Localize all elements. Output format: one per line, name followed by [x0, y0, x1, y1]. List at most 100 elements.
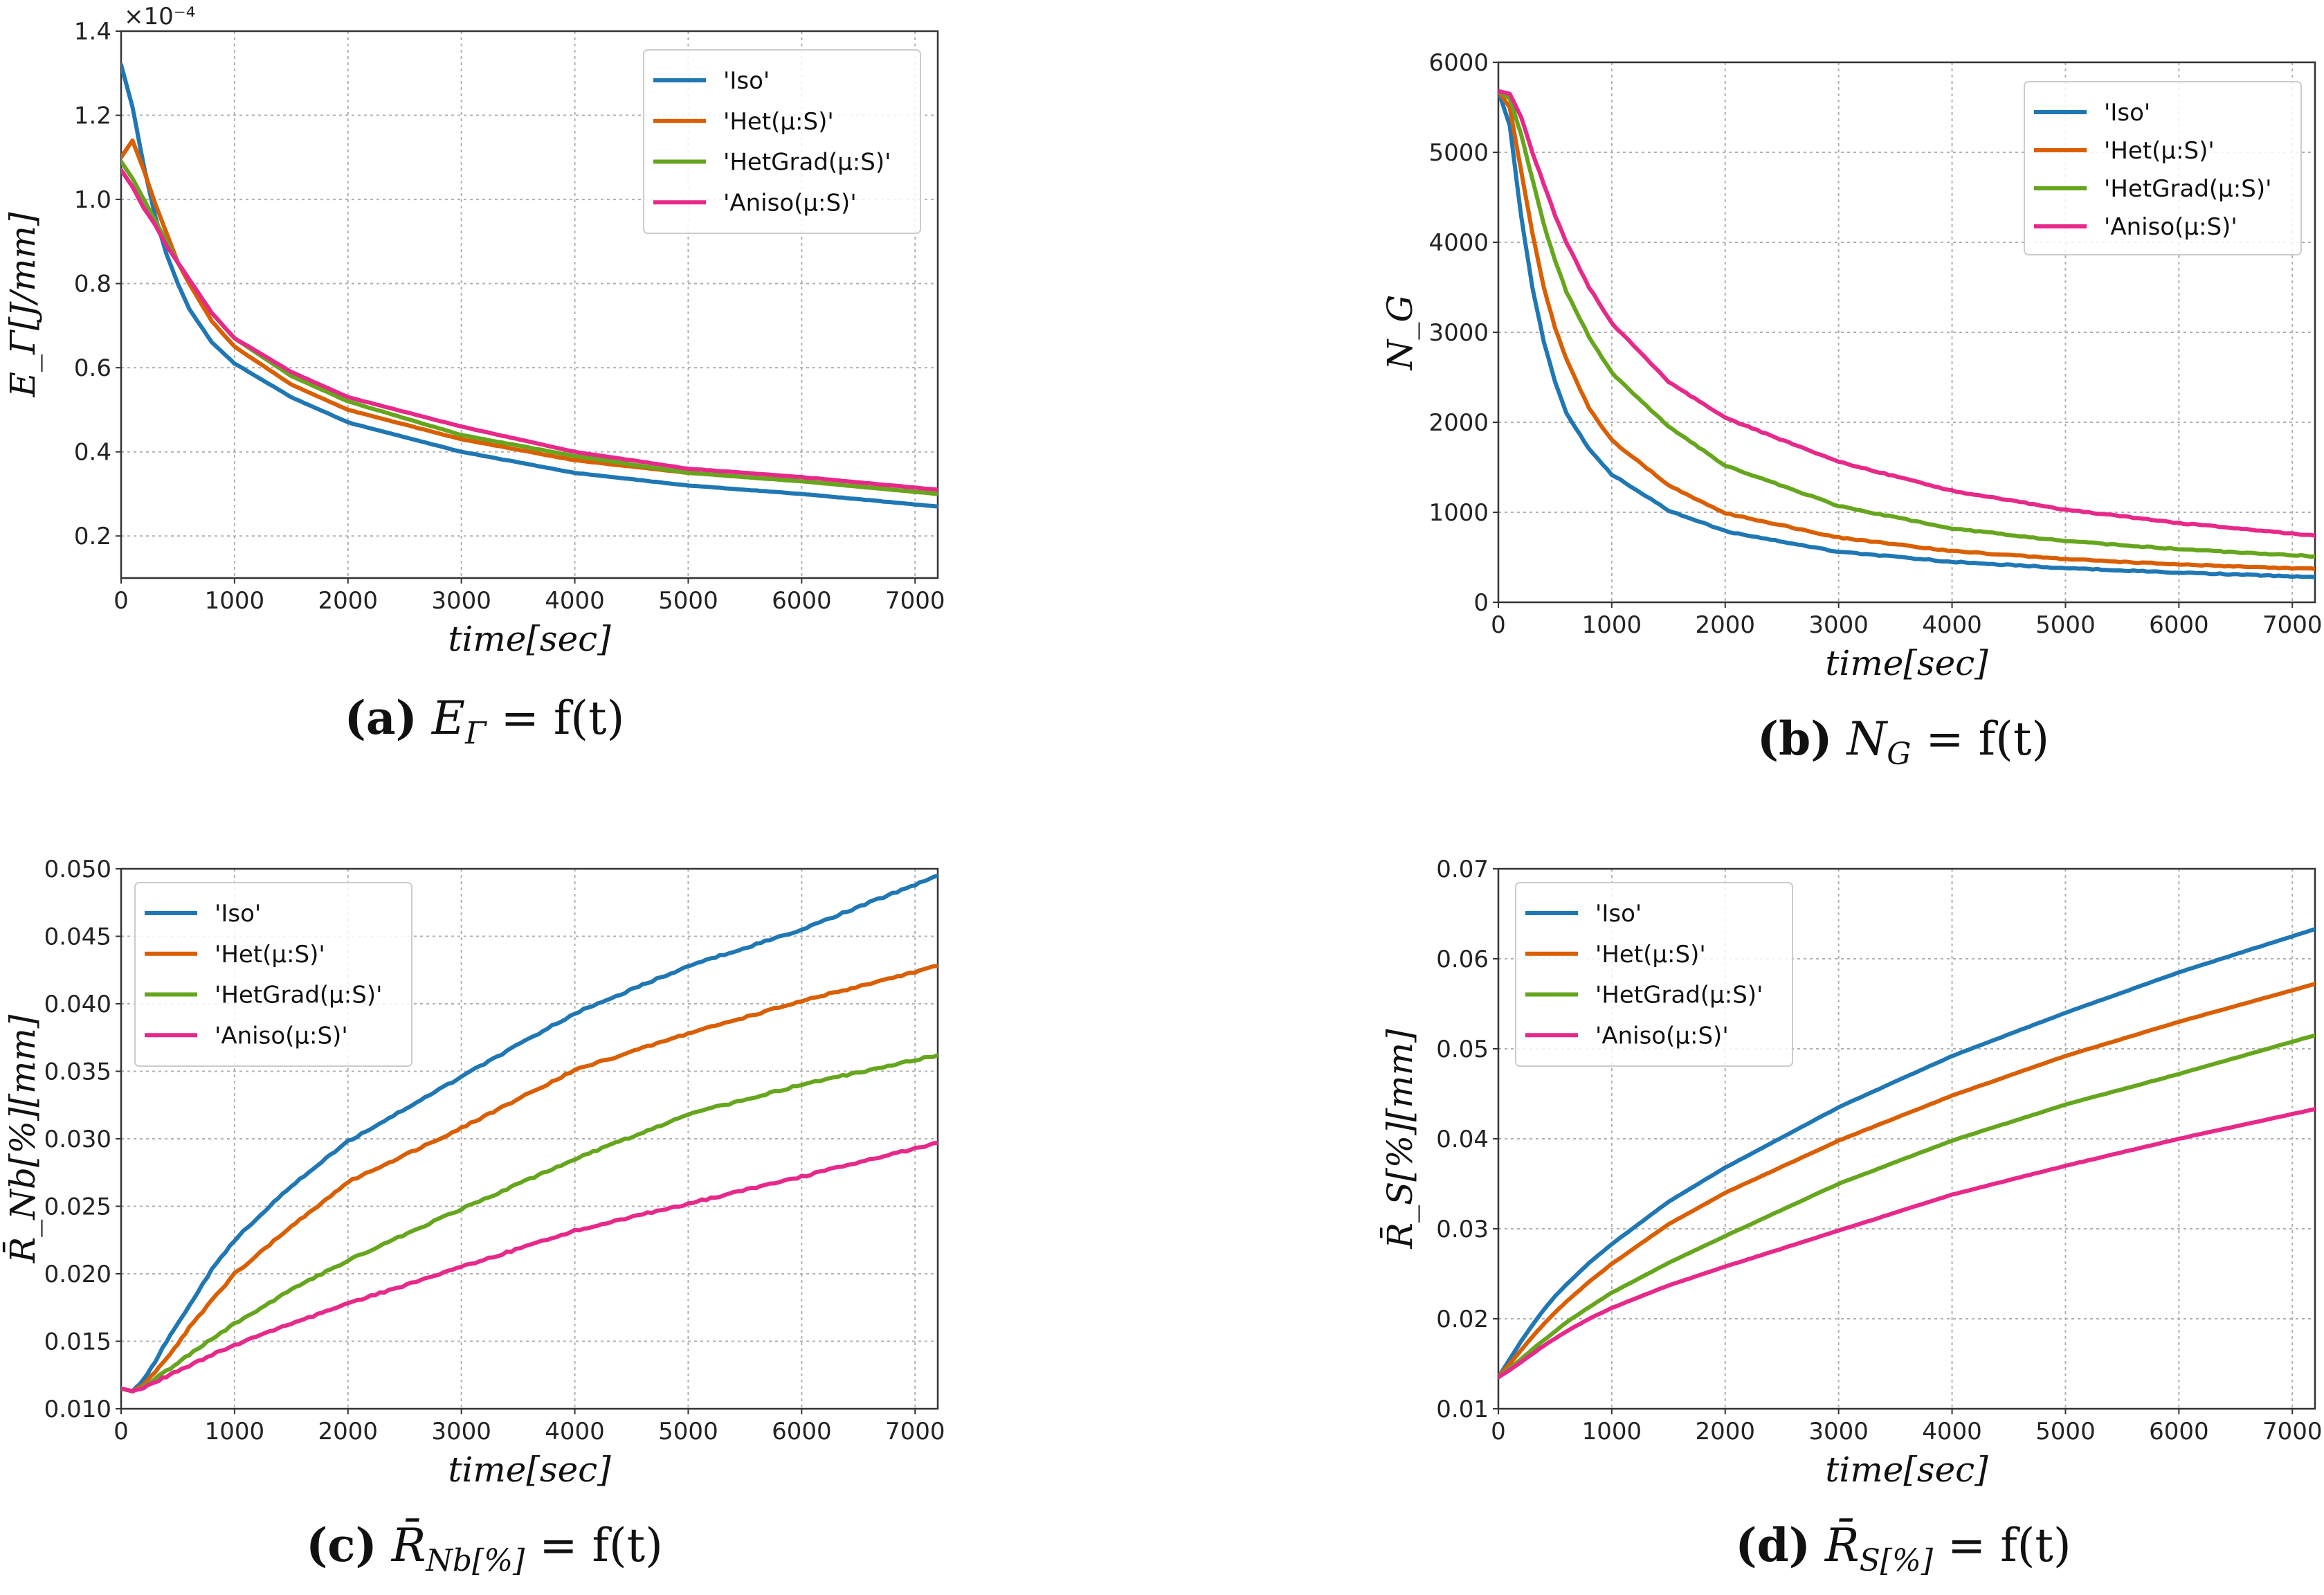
series-group	[1498, 927, 2315, 1380]
legend-label: 'HetGrad(μ:S)'	[723, 149, 891, 177]
x-tick-label: 5000	[2035, 611, 2096, 639]
legend-label: 'HetGrad(μ:S)'	[2104, 175, 2271, 203]
legend: 'Iso' 'Het(μ:S)' 'HetGrad(μ:S)' 'Aniso(μ:S)…	[134, 882, 412, 1067]
x-tick-label: 0	[114, 587, 129, 615]
x-tick-label: 4000	[545, 587, 605, 615]
legend-label: 'Het(μ:S)'	[1595, 941, 1706, 968]
caption-symbol: R̄	[377, 1519, 426, 1572]
legend-label: 'Het(μ:S)'	[2104, 137, 2215, 165]
y-tick-label: 0.040	[44, 991, 111, 1018]
x-tick-label: 6000	[2149, 1418, 2209, 1445]
x-tick-label: 5000	[658, 587, 718, 615]
y-tick-label: 1.4	[74, 18, 111, 46]
x-tick-label: 1000	[205, 587, 265, 615]
x-tick-label: 1000	[205, 1418, 265, 1445]
legend-box	[643, 49, 921, 234]
series-line-4	[1498, 89, 2315, 538]
y-tick-label: 0.010	[44, 1396, 111, 1423]
y-axis-label: R̄_S[%][mm]	[1379, 1029, 1420, 1250]
legend: 'Iso' 'Het(μ:S)' 'HetGrad(μ:S)' 'Aniso(μ:S)…	[1515, 882, 1793, 1067]
chart-b: 0 1000 2000 3000 4000 5000 6000 7000 0 1000 2000 30…	[1380, 49, 2322, 772]
legend-label: 'Aniso(μ:S)'	[215, 1022, 348, 1049]
x-tick-label: 3000	[1808, 611, 1869, 639]
x-tick-label: 4000	[545, 1418, 605, 1445]
y-tick-label: 2000	[1428, 409, 1489, 437]
x-tick-label: 7000	[2262, 1418, 2323, 1445]
y-tick-label: 0.02	[1436, 1306, 1489, 1333]
y-axis-label: E_Γ[J/mm]	[3, 212, 43, 397]
series-line-3	[121, 1053, 938, 1394]
series-line-3	[1498, 1033, 2315, 1380]
caption-label: (a)	[345, 691, 417, 745]
chart-c: 0 1000 2000 3000 4000 5000 6000 7000 0.010 0.015 0…	[2, 856, 945, 1578]
y-tick-label: 0.030	[44, 1126, 111, 1153]
y-tick-label: 0.8	[74, 271, 111, 298]
y-tick-label: 0.07	[1436, 856, 1489, 883]
y-tick-label: 0.04	[1436, 1126, 1489, 1153]
y-tick-label: 0.045	[44, 923, 111, 951]
x-tick-label: 1000	[1582, 611, 1642, 639]
caption-rhs: = f(t)	[487, 692, 625, 745]
x-axis-label: time[sec]	[448, 1450, 611, 1490]
legend-label: 'HetGrad(μ:S)'	[215, 982, 382, 1009]
series-group	[1498, 89, 2315, 579]
legend-box	[134, 882, 412, 1067]
caption-symbol: R̄	[1810, 1519, 1860, 1572]
y-tick-label: 0.035	[44, 1058, 111, 1086]
x-tick-label: 3000	[431, 587, 491, 615]
series-line-2	[1498, 89, 2315, 571]
plot-frame	[120, 30, 939, 579]
x-tick-label: 0	[1491, 1418, 1506, 1445]
x-tick-label: 2000	[318, 1418, 379, 1445]
y-tick-label: 0.6	[74, 354, 111, 382]
caption-label: (c)	[306, 1518, 377, 1572]
legend-label: 'Aniso(μ:S)'	[1595, 1022, 1729, 1049]
chart-d: 0 1000 2000 3000 4000 5000 6000 7000 0.01 0.02 0.0…	[1379, 856, 2323, 1578]
legend: 'Iso' 'Het(μ:S)' 'HetGrad(μ:S)' 'Aniso(μ:S)…	[643, 49, 921, 234]
x-tick-label: 1000	[1582, 1418, 1642, 1445]
caption-rhs: = f(t)	[1933, 1519, 2071, 1572]
axis-offset-text: ×10⁻⁴	[124, 3, 195, 30]
series-line-2	[121, 964, 938, 1394]
legend-label: 'HetGrad(μ:S)'	[1595, 982, 1763, 1009]
series-group	[121, 62, 938, 509]
series-line-1	[121, 873, 938, 1394]
y-tick-label: 0.020	[44, 1261, 111, 1288]
y-tick-label: 0.03	[1436, 1216, 1489, 1243]
legend-label: 'Aniso(μ:S)'	[2104, 213, 2237, 241]
y-tick-label: 1.0	[74, 186, 111, 214]
x-tick-label: 2000	[1696, 611, 1756, 639]
caption-subscript: Nb[%]	[425, 1543, 525, 1578]
legend-box	[2024, 81, 2302, 255]
caption-subscript: S[%]	[1860, 1543, 1934, 1578]
series-line-1	[1498, 927, 2315, 1380]
x-tick-label: 0	[1491, 611, 1506, 639]
series-line-3	[1498, 89, 2315, 559]
caption-subscript: Γ	[464, 716, 487, 751]
caption-label: (d)	[1735, 1518, 1810, 1572]
x-axis-label: time[sec]	[448, 619, 611, 659]
y-tick-label: 0.05	[1436, 1036, 1489, 1063]
caption: (b) NG = f(t)	[1757, 712, 2049, 772]
x-tick-label: 5000	[658, 1418, 718, 1445]
y-tick-label: 0	[1473, 589, 1489, 617]
caption: (d) R̄S[%] = f(t)	[1735, 1518, 2071, 1578]
caption-rhs: = f(t)	[1911, 712, 2049, 766]
legend-label: 'Het(μ:S)'	[723, 108, 834, 136]
series-line-4	[1498, 1107, 2315, 1380]
y-tick-label: 0.4	[74, 439, 111, 467]
x-tick-label: 2000	[318, 587, 379, 615]
x-tick-label: 7000	[885, 587, 945, 615]
y-tick-label: 4000	[1428, 229, 1489, 257]
x-tick-label: 2000	[1696, 1418, 1756, 1445]
caption-subscript: G	[1887, 737, 1911, 772]
series-group	[121, 873, 938, 1394]
y-tick-label: 3000	[1428, 319, 1489, 347]
series-line-1	[1498, 89, 2315, 579]
y-tick-label: 6000	[1428, 49, 1489, 77]
y-tick-label: 0.050	[44, 856, 111, 883]
series-line-1	[121, 62, 938, 509]
legend: 'Iso' 'Het(μ:S)' 'HetGrad(μ:S)' 'Aniso(μ:S)…	[2024, 81, 2302, 255]
y-axis-label: R̄_Nb[%][mm]	[2, 1014, 43, 1263]
